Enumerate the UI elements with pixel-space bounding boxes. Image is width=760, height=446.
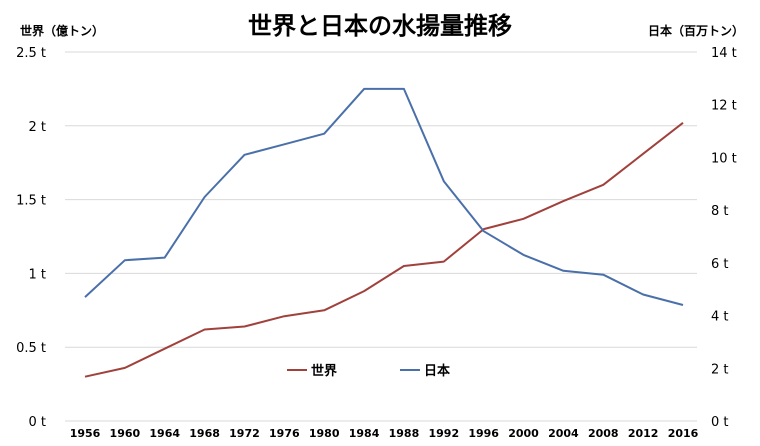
x-tick-label: 1992 bbox=[428, 427, 459, 440]
x-tick-label: 1984 bbox=[349, 427, 380, 440]
y-right-tick-label: 8 t bbox=[711, 204, 729, 219]
y-left-tick-label: 2.5 t bbox=[16, 46, 46, 61]
legend-label: 日本 bbox=[424, 363, 450, 379]
y-right-tick-label: 10 t bbox=[711, 151, 737, 166]
y-left-tick-label: 1.5 t bbox=[16, 194, 46, 209]
x-tick-label: 2016 bbox=[668, 427, 699, 440]
x-tick-label: 1968 bbox=[189, 427, 220, 440]
y-right-tick-label: 14 t bbox=[711, 46, 737, 61]
series-line-世界 bbox=[84, 122, 684, 378]
chart-title: 世界と日本の水揚量推移 bbox=[248, 12, 512, 40]
y-right-tick-label: 2 t bbox=[711, 362, 729, 377]
y-left-tick-label: 2 t bbox=[28, 120, 46, 135]
legend-label: 世界 bbox=[311, 363, 337, 379]
x-tick-label: 2004 bbox=[548, 427, 579, 440]
x-tick-label: 1988 bbox=[389, 427, 420, 440]
x-tick-label: 1976 bbox=[269, 427, 300, 440]
right-axis-caption: 日本（百万トン） bbox=[647, 24, 744, 38]
x-tick-label: 2012 bbox=[628, 427, 659, 440]
y-left-tick-label: 1 t bbox=[28, 267, 46, 282]
y-right-tick-label: 12 t bbox=[711, 99, 737, 114]
x-tick-label: 1960 bbox=[110, 427, 141, 440]
series-line-日本 bbox=[84, 87, 684, 306]
x-tick-label: 2008 bbox=[588, 427, 619, 440]
left-axis-caption: 世界（億トン） bbox=[20, 24, 105, 38]
y-left-tick-label: 0.5 t bbox=[16, 341, 46, 356]
x-tick-label: 1996 bbox=[468, 427, 499, 440]
x-tick-label: 1980 bbox=[309, 427, 340, 440]
x-tick-label: 1964 bbox=[149, 427, 180, 440]
x-tick-label: 1956 bbox=[70, 427, 101, 440]
y-left-tick-label: 0 t bbox=[28, 415, 46, 430]
x-tick-label: 2000 bbox=[508, 427, 539, 440]
x-tick-label: 1972 bbox=[229, 427, 260, 440]
y-right-tick-label: 4 t bbox=[711, 310, 729, 325]
y-right-tick-label: 0 t bbox=[711, 415, 729, 430]
y-right-tick-label: 6 t bbox=[711, 257, 729, 272]
